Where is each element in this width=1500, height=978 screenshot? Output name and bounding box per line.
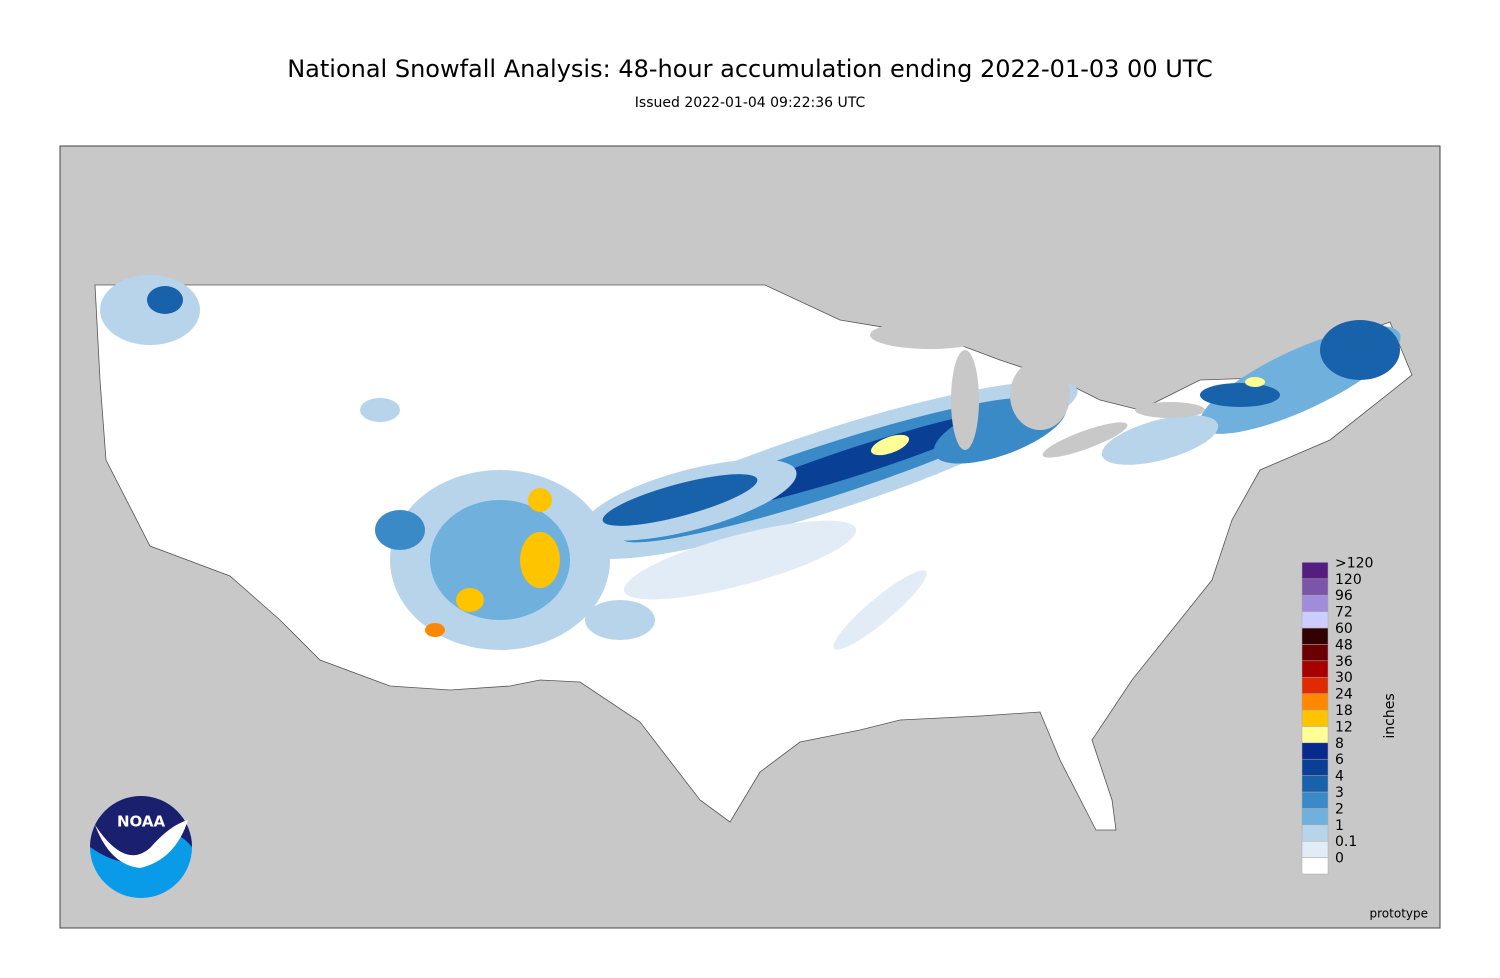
snow-patch xyxy=(425,623,445,637)
legend-label: 120 xyxy=(1335,572,1362,588)
snow-patch xyxy=(1245,377,1265,387)
legend-label: 0 xyxy=(1335,851,1344,867)
subtitle: Issued 2022-01-04 09:22:36 UTC xyxy=(635,95,866,111)
logo-gull xyxy=(95,820,188,868)
great-lakes xyxy=(870,321,1205,458)
snow-patch xyxy=(871,434,909,456)
legend-label: 48 xyxy=(1335,637,1353,653)
snow-patch xyxy=(360,398,400,422)
legend-label: 72 xyxy=(1335,605,1353,621)
legend-swatch xyxy=(1301,709,1329,727)
legend-label: 36 xyxy=(1335,654,1353,670)
legend-label: 3 xyxy=(1335,785,1344,801)
legend-label: 0.1 xyxy=(1335,834,1357,850)
legend-swatch xyxy=(1301,824,1329,842)
legend-swatch xyxy=(1301,578,1329,596)
legend-swatch xyxy=(1301,611,1329,629)
legend-unit: inches xyxy=(1382,693,1398,738)
legend-swatch xyxy=(1301,857,1329,875)
snow-patch xyxy=(1320,320,1400,380)
snow-patch xyxy=(833,570,927,650)
legend-swatch xyxy=(1301,627,1329,645)
snow-patch xyxy=(585,600,655,640)
legend-label: 60 xyxy=(1335,621,1353,637)
snow-patch xyxy=(520,532,560,588)
legend-swatch xyxy=(1301,758,1329,776)
snow-patch xyxy=(623,520,857,600)
snow-patch xyxy=(1101,415,1219,465)
legend-swatch xyxy=(1301,791,1329,809)
legend-swatch xyxy=(1301,676,1329,694)
legend-label: 12 xyxy=(1335,719,1353,735)
legend-swatch xyxy=(1301,562,1329,580)
legend-swatch xyxy=(1301,840,1329,858)
legend-label: 96 xyxy=(1335,588,1353,604)
snow-patch xyxy=(528,488,552,512)
legend-swatch xyxy=(1301,775,1329,793)
legend-label: 24 xyxy=(1335,687,1353,703)
legend-swatch xyxy=(1301,644,1329,662)
legend-swatch xyxy=(1301,693,1329,711)
snow-patch xyxy=(456,588,484,612)
legend-swatch xyxy=(1301,742,1329,760)
legend-label: 2 xyxy=(1335,801,1344,817)
logo-text: NOAA xyxy=(117,813,166,831)
snow-patch xyxy=(375,510,425,550)
map xyxy=(59,145,1441,929)
legend-swatch xyxy=(1301,808,1329,826)
legend-label: 18 xyxy=(1335,703,1353,719)
legend-label: 1 xyxy=(1335,818,1344,834)
legend-swatch xyxy=(1301,594,1329,612)
legend-label: 30 xyxy=(1335,670,1353,686)
snow-patch xyxy=(100,275,200,345)
legend-label: 8 xyxy=(1335,736,1344,752)
title: National Snowfall Analysis: 48-hour accu… xyxy=(287,55,1213,83)
snow-patch xyxy=(147,286,183,314)
legend-swatch xyxy=(1301,660,1329,678)
snow-patch xyxy=(602,474,758,526)
noaa-logo: NOAA xyxy=(90,796,192,898)
legend-label: 6 xyxy=(1335,752,1344,768)
snow-patch xyxy=(1200,383,1280,407)
legend-label: >120 xyxy=(1335,555,1373,571)
footer-note: prototype xyxy=(1370,907,1428,921)
logo-top xyxy=(90,796,192,862)
legend-label: 4 xyxy=(1335,769,1344,785)
legend-swatch xyxy=(1301,726,1329,744)
